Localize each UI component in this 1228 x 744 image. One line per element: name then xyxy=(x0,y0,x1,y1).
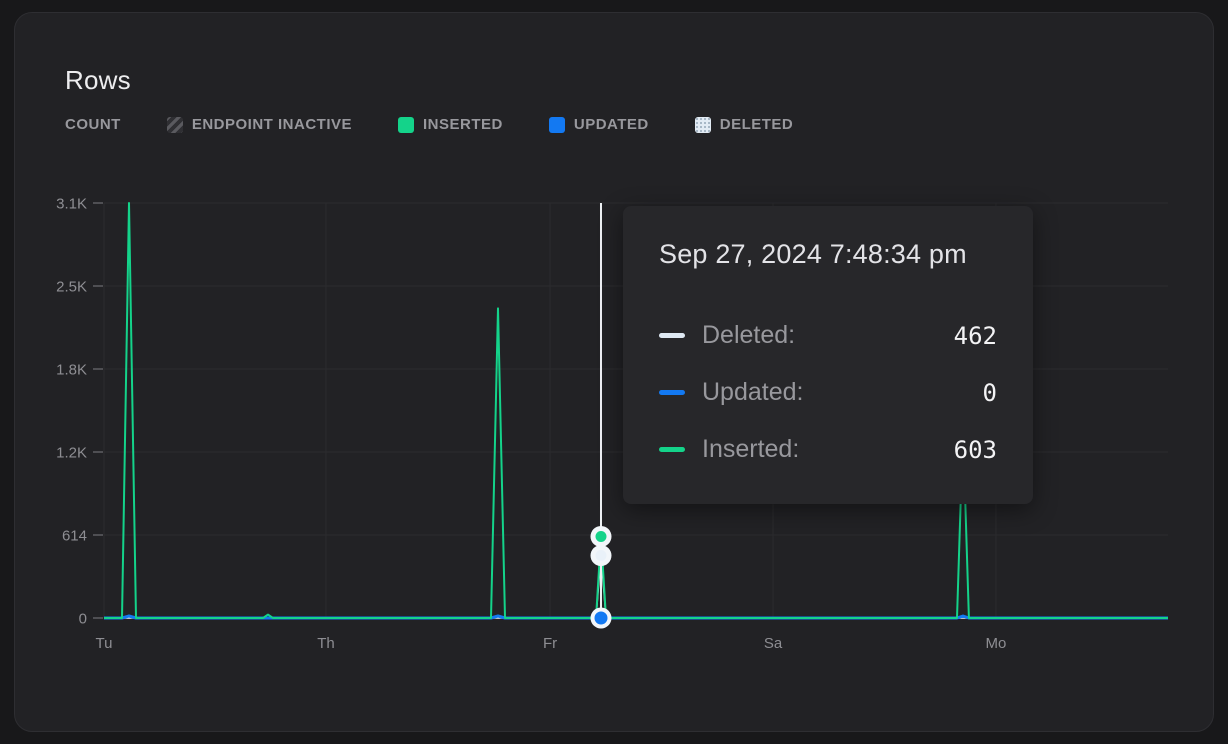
legend-item-label: INSERTED xyxy=(423,116,503,133)
tooltip-row-label: Deleted: xyxy=(702,321,796,349)
series-line-inserted xyxy=(104,202,1168,619)
tooltip-row-label: Updated: xyxy=(702,378,804,406)
tooltip-row-updated: Updated: 0 xyxy=(659,377,997,408)
tooltip-row-inserted: Inserted: 603 xyxy=(659,434,997,465)
tooltip-row-label: Inserted: xyxy=(702,435,800,463)
y-tick-label: 1.2K xyxy=(56,444,87,461)
tooltip-series-dash-icon xyxy=(659,447,685,452)
legend-swatch-icon xyxy=(548,116,565,133)
legend-item-endpoint-inactive[interactable]: ENDPOINT INACTIVE xyxy=(166,116,353,133)
selected-marker-inserted[interactable] xyxy=(595,530,607,542)
selected-marker-updated[interactable] xyxy=(594,611,608,625)
legend-item-inserted[interactable]: INSERTED xyxy=(398,116,503,133)
legend-swatch-icon xyxy=(166,116,183,133)
legend-item-deleted[interactable]: DELETED xyxy=(694,116,794,133)
x-tick-label: Sa xyxy=(764,635,783,652)
y-tick-label: 0 xyxy=(79,610,87,627)
legend-swatch-icon xyxy=(398,116,415,133)
y-tick-label: 614 xyxy=(62,527,87,544)
legend-item-label: DELETED xyxy=(719,116,794,133)
y-tick-label: 1.8K xyxy=(56,361,87,378)
tooltip-row-value: 0 xyxy=(982,378,997,407)
y-tick-label: 2.5K xyxy=(56,278,87,295)
tooltip-row-value: 603 xyxy=(953,435,997,464)
x-tick-label: Fr xyxy=(543,635,557,652)
tooltip-rows: Deleted: 462 Updated: 0 Inserted: 603 xyxy=(659,320,997,465)
x-tick-label: Th xyxy=(317,635,335,652)
legend: COUNT ENDPOINT INACTIVE INSERTED UPDATED DE… xyxy=(65,116,793,133)
chart-svg[interactable]: 0 614 1.2K 1.8K 2.5K 3.1K Tu Th Fr Sa Mo xyxy=(15,13,1214,732)
series-line-deleted xyxy=(104,554,1168,619)
tooltip-series-dash-icon xyxy=(659,390,685,395)
legend-items: ENDPOINT INACTIVE INSERTED UPDATED DELETED xyxy=(166,116,794,133)
x-tick-label: Mo xyxy=(986,635,1007,652)
page-title: Rows xyxy=(65,65,131,95)
legend-item-label: ENDPOINT INACTIVE xyxy=(191,116,353,133)
x-tick-label: Tu xyxy=(96,635,113,652)
chart-tooltip: Sep 27, 2024 7:48:34 pm Deleted: 462 Updat… xyxy=(623,206,1033,504)
tooltip-row-deleted: Deleted: 462 xyxy=(659,320,997,351)
legend-swatch-icon xyxy=(694,116,711,133)
tooltip-row-value: 462 xyxy=(953,321,997,350)
legend-item-label: UPDATED xyxy=(573,116,649,133)
series-line-updated xyxy=(104,614,1168,620)
legend-item-updated[interactable]: UPDATED xyxy=(548,116,649,133)
selected-marker-deleted[interactable] xyxy=(595,550,607,562)
tooltip-series-dash-icon xyxy=(659,333,685,338)
legend-count-label: COUNT xyxy=(65,116,121,133)
y-tick-label: 3.1K xyxy=(56,195,87,212)
tooltip-timestamp: Sep 27, 2024 7:48:34 pm xyxy=(659,239,967,269)
rows-chart-card: Rows COUNT ENDPOINT INACTIVE INSERTED UPDA… xyxy=(14,12,1214,732)
